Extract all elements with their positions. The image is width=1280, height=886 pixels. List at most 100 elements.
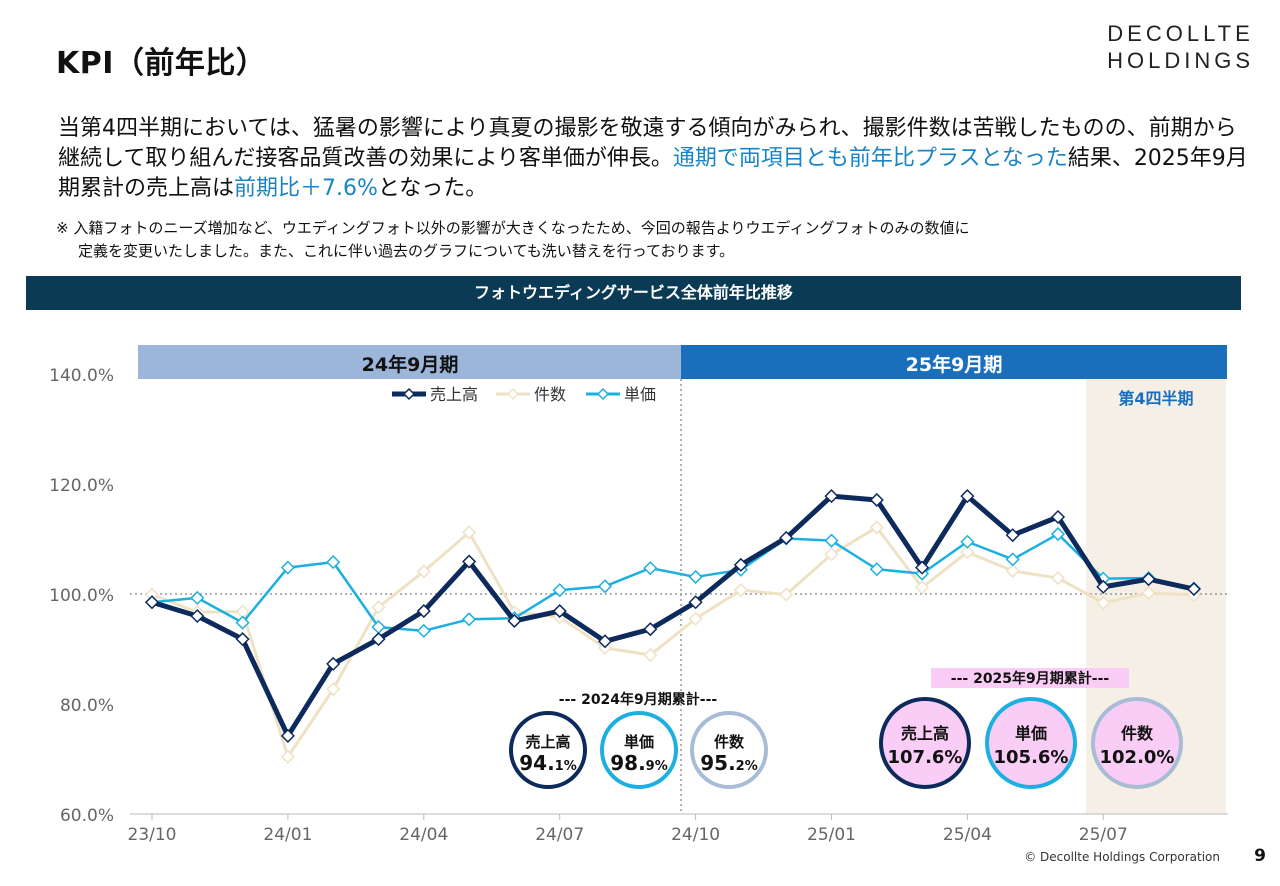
data-point — [915, 560, 930, 575]
paragraph-text-3: となった。 — [377, 176, 488, 201]
data-point — [371, 600, 386, 615]
logo-line-2: HOLDINGS — [1107, 48, 1254, 73]
summary-2024-label: 単価 — [624, 733, 654, 751]
data-point — [190, 590, 205, 605]
summary-2025-value: 105.6% — [994, 747, 1069, 768]
data-point — [643, 622, 658, 637]
period-bar-2025 — [681, 345, 1227, 379]
period-bar-2024 — [138, 345, 681, 379]
data-point — [462, 554, 477, 569]
y-tick-label: 100.0% — [49, 586, 114, 606]
q4-label: 第4四半期 — [1118, 389, 1193, 408]
data-point — [235, 632, 250, 647]
data-point — [779, 530, 794, 545]
data-point — [733, 583, 748, 598]
paragraph-highlight-1: 通期で両項目とも前年比プラスとなった — [672, 146, 1068, 171]
data-point — [416, 564, 431, 579]
data-point — [280, 728, 295, 743]
data-point — [869, 562, 884, 577]
legend-marker — [506, 387, 520, 401]
page-number: 9 — [1254, 846, 1266, 866]
data-point — [643, 647, 658, 663]
data-point — [326, 656, 341, 671]
summary-2024-value: 95.2% — [700, 751, 758, 775]
paragraph-text-1: 当第4四半期においては、猛暑の影響により真夏の撮影を敬遠する傾向がみられ、撮影件… — [58, 116, 1237, 171]
data-point — [552, 583, 567, 598]
summary-2025-value: 102.0% — [1100, 747, 1175, 768]
logo-line-1: DECOLLTE — [1107, 21, 1254, 46]
data-point — [416, 603, 431, 619]
x-tick-label: 23/10 — [128, 825, 177, 845]
chart-banner: フォトウエディングサービス全体前年比推移 — [26, 276, 1241, 310]
data-point — [688, 569, 703, 585]
data-point — [462, 612, 477, 627]
data-point — [326, 682, 341, 697]
x-tick-label: 24/04 — [399, 825, 448, 845]
data-point — [1050, 570, 1066, 586]
data-point — [733, 557, 748, 572]
x-tick-label: 25/07 — [1079, 825, 1128, 845]
summary-2024-label: 件数 — [714, 733, 745, 751]
summary-2024-circle — [509, 711, 587, 789]
series-line-2 — [151, 532, 1195, 633]
data-point — [960, 489, 975, 504]
paragraph-highlight-2: 前期比＋7.6% — [234, 176, 378, 201]
data-point — [915, 580, 930, 595]
copyright: © Decollte Holdings Corporation — [1024, 850, 1220, 864]
data-point — [1096, 579, 1111, 594]
legend-label: 件数 — [534, 385, 566, 404]
data-point — [1005, 552, 1020, 567]
paragraph-text-2: 結果、2025年9月期累計の売上高は — [58, 146, 1248, 201]
x-tick-label: 25/04 — [943, 825, 992, 845]
page-title: KPI（前年比） — [56, 46, 267, 81]
summary-2025-label: 件数 — [1121, 724, 1154, 743]
summary-2025-title: --- 2025年9月期累計--- — [951, 670, 1110, 687]
y-tick-label: 140.0% — [49, 366, 114, 386]
data-point — [869, 492, 884, 508]
data-point — [280, 560, 295, 575]
x-tick-label: 24/07 — [535, 825, 584, 845]
data-point — [960, 545, 975, 560]
data-point — [190, 608, 205, 624]
x-tick-label: 24/01 — [263, 825, 312, 845]
data-point — [1005, 563, 1020, 578]
data-point — [144, 595, 160, 610]
data-point — [824, 547, 839, 562]
x-tick-label: 25/01 — [807, 825, 856, 845]
series-line-1 — [151, 525, 1194, 759]
data-point — [1141, 572, 1156, 587]
data-point — [1096, 595, 1111, 610]
data-point — [507, 613, 522, 629]
data-point — [824, 533, 839, 548]
y-tick-label: 80.0% — [60, 696, 114, 716]
summary-paragraph: 当第4四半期においては、猛暑の影響により真夏の撮影を敬遠する傾向がみられ、撮影件… — [58, 114, 1253, 204]
summary-2024-value: 98.9% — [610, 751, 668, 775]
summary-2025-label: 売上高 — [901, 724, 949, 743]
data-point — [1186, 581, 1201, 597]
footnote-line-1: ※ 入籍フォトのニーズ増加など、ウエディングフォト以外の影響が大きくなったため、… — [56, 219, 970, 237]
data-point — [462, 525, 477, 540]
company-logo: DECOLLTE HOLDINGS — [1107, 20, 1254, 74]
summary-2025-circle — [1091, 697, 1183, 789]
legend-label: 売上高 — [430, 385, 478, 404]
period-label-2025: 25年9月期 — [906, 353, 1003, 376]
summary-2025-title-bg — [931, 668, 1129, 688]
summary-2025-value: 107.6% — [888, 747, 963, 768]
legend-label: 単価 — [624, 385, 656, 404]
summary-2025-circle — [879, 697, 971, 789]
legend-marker — [596, 387, 610, 401]
data-point — [1141, 585, 1156, 600]
data-point — [326, 555, 341, 570]
summary-2024-circle — [600, 711, 678, 789]
data-point — [779, 587, 794, 602]
data-point — [1005, 528, 1020, 543]
summary-2025-label: 単価 — [1015, 724, 1047, 743]
data-point — [280, 749, 295, 764]
data-point — [688, 595, 703, 610]
footnote: ※ 入籍フォトのニーズ増加など、ウエディングフォト以外の影響が大きくなったため、… — [56, 217, 1216, 263]
legend-marker — [402, 387, 416, 401]
summary-2024-value: 94.1% — [519, 751, 577, 775]
y-tick-label: 120.0% — [49, 476, 114, 496]
data-point — [597, 579, 613, 594]
